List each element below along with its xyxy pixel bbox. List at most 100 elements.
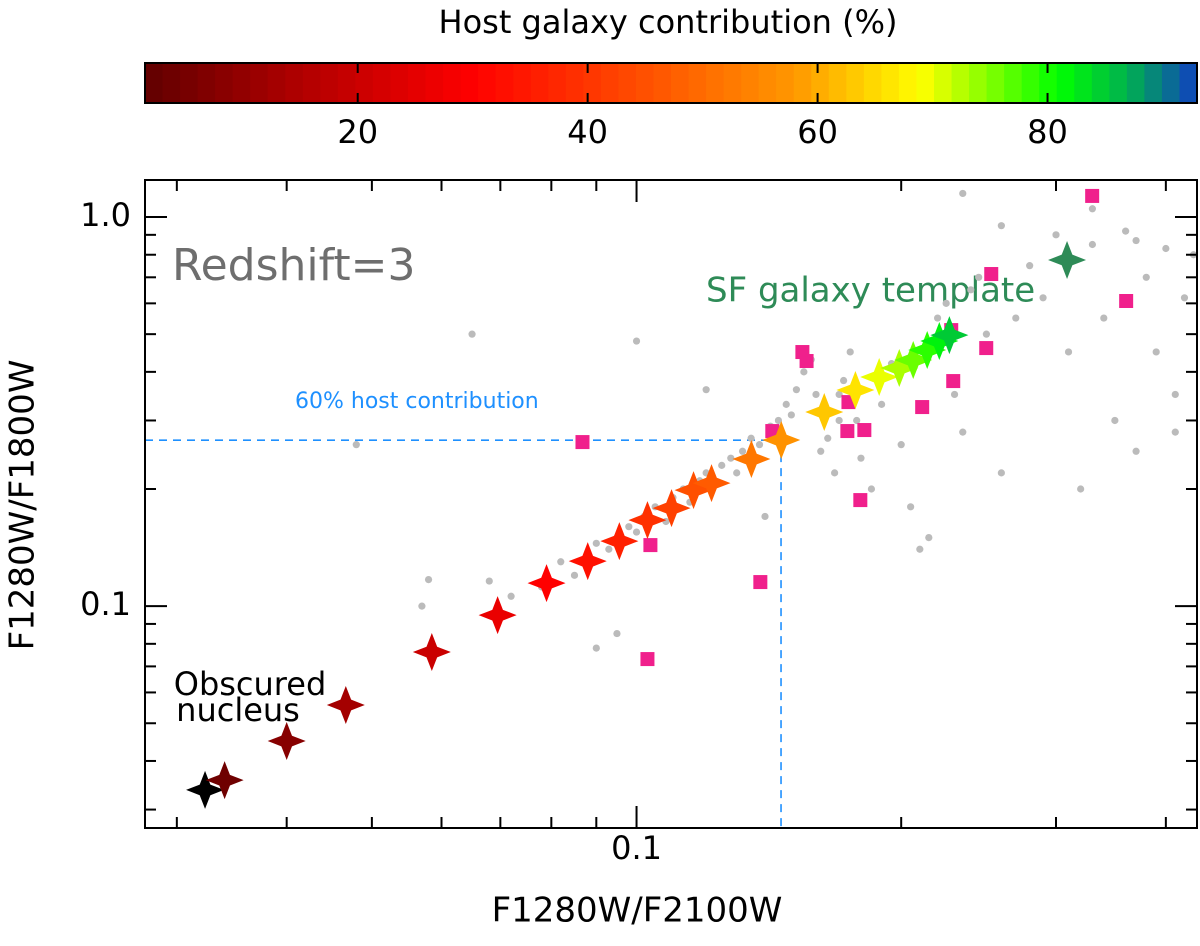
comparison-point (946, 374, 961, 389)
sample-point (1064, 348, 1073, 356)
colorbar-segment (302, 63, 321, 103)
sample-point (897, 441, 905, 449)
model-star (894, 340, 933, 379)
model-star (908, 331, 947, 370)
colorbar-segment (863, 63, 882, 103)
colorbar-segment (1039, 63, 1058, 103)
sample-point (613, 629, 621, 638)
x-tick-label: 0.1 (611, 829, 662, 867)
sample-point (975, 273, 983, 281)
colorbar-segment (250, 63, 269, 103)
sample-point (1088, 240, 1096, 249)
sample-point (702, 386, 710, 394)
sample-point (755, 441, 764, 449)
colorbar-segment (951, 63, 970, 103)
sample-point (592, 539, 600, 547)
colorbar-segment (653, 63, 672, 103)
sample-point (1012, 314, 1020, 322)
colorbar-segment (1179, 63, 1198, 103)
sample-point (570, 571, 579, 579)
colorbar-segment (267, 63, 286, 103)
colorbar-segment (565, 63, 584, 103)
sample-point (787, 411, 795, 419)
sample-point (632, 337, 641, 345)
model-star (205, 761, 244, 800)
model-star (527, 564, 566, 603)
colorbar-segment (671, 63, 690, 103)
comparison-point (1119, 293, 1134, 308)
sample-point (792, 386, 801, 394)
colorbar-segment (688, 63, 707, 103)
colorbar-tick-label: 80 (1027, 113, 1068, 151)
sample-point (933, 314, 942, 322)
colorbar-title: Host galaxy contribution (%) (439, 3, 898, 41)
sample-point (352, 441, 360, 449)
model-star (568, 542, 607, 581)
comparison-point (643, 538, 658, 553)
guide-label: 60% host contribution (295, 389, 539, 414)
comparison-point (857, 423, 872, 438)
colorbar-segment (443, 63, 462, 103)
colorbar-segment (1021, 63, 1040, 103)
colorbar-segment (898, 63, 918, 103)
colorbar-segment (1074, 63, 1093, 103)
sample-point (1088, 205, 1096, 213)
sample-point (485, 577, 493, 585)
colorbar-segment (372, 63, 392, 103)
colorbar-segment (811, 63, 830, 103)
sample-point (1052, 231, 1060, 239)
colorbar-segment (232, 63, 251, 103)
colorbar-segment (723, 63, 742, 103)
colorbar-segment (618, 63, 637, 103)
sample-point (878, 400, 886, 408)
colorbar-segment (969, 63, 988, 103)
sample-point (831, 469, 839, 477)
sample-point (727, 454, 735, 462)
model-star (930, 316, 969, 355)
comparison-point (753, 575, 768, 590)
sample-point (738, 447, 747, 455)
colorbar-segment (530, 63, 549, 103)
comparison-point (575, 435, 590, 450)
colorbar-segment (478, 63, 497, 103)
colorbar-segment (390, 63, 409, 103)
colorbar-segment (145, 63, 164, 103)
colorbar-segment (635, 63, 655, 103)
colorbar-segment (197, 63, 216, 103)
colorbar-segment (741, 63, 760, 103)
model-star (412, 633, 451, 672)
model-star (628, 501, 667, 540)
model-star (692, 464, 731, 503)
sample-point (942, 299, 950, 307)
sample-point (1122, 227, 1130, 235)
colorbar-segment (285, 63, 304, 103)
obscured-label: Obscured (174, 665, 327, 703)
sample-point (959, 428, 967, 436)
model-star (186, 770, 225, 809)
sample-point (835, 390, 843, 399)
colorbar-segment (758, 63, 777, 103)
sample-point (782, 400, 790, 408)
sample-point (925, 534, 933, 542)
model-star (478, 596, 517, 635)
colorbar-segment (548, 63, 567, 103)
colorbar-segment (600, 63, 619, 103)
colorbar-segment (320, 63, 339, 103)
sample-point (733, 469, 741, 477)
comparison-point (853, 493, 868, 508)
sample-point (800, 368, 808, 376)
sample-point (1180, 294, 1189, 302)
comparison-point (984, 267, 999, 282)
sample-point (857, 454, 865, 462)
sample-point (817, 447, 825, 455)
sample-point (1152, 348, 1160, 356)
sample-point (867, 485, 876, 493)
sample-point (959, 189, 967, 198)
sample-point (592, 644, 600, 652)
sample-point (835, 416, 843, 425)
colorbar-segment (793, 63, 812, 103)
colorbar-segment (162, 63, 181, 103)
x-axis-label: F1280W/F2100W (492, 891, 783, 931)
sample-point (1077, 485, 1085, 493)
colorbar-segment (1161, 63, 1181, 103)
